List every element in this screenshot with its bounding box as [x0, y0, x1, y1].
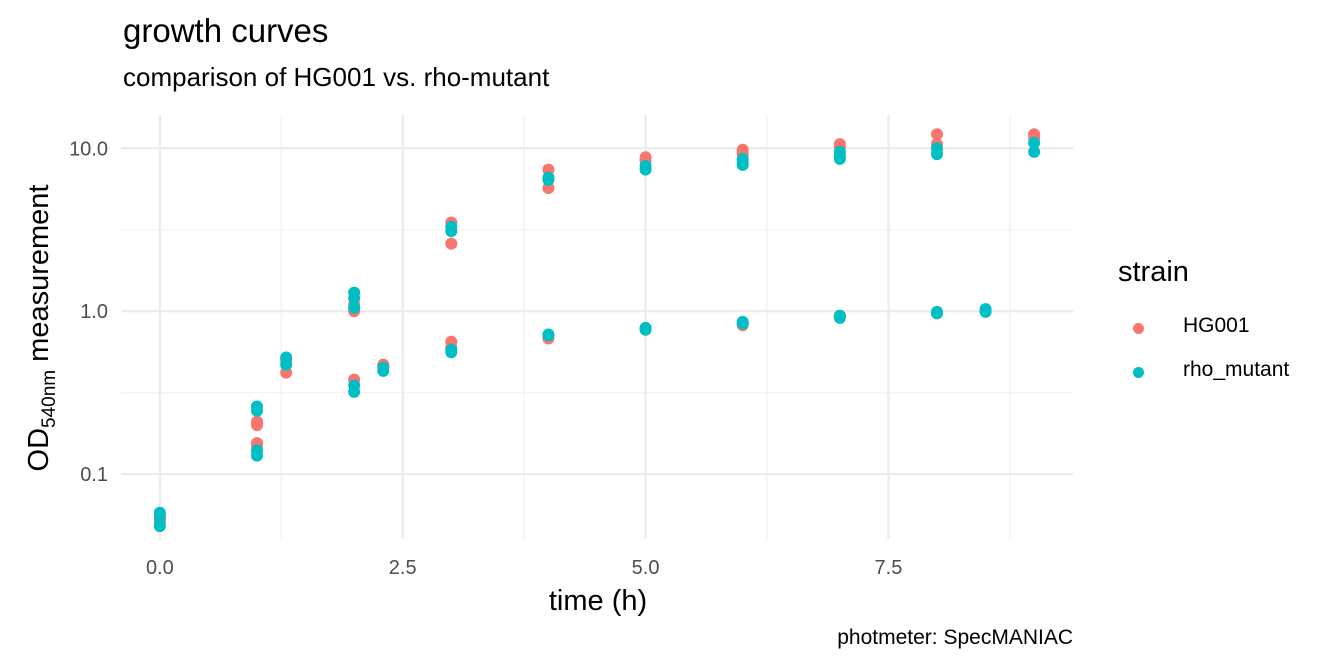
data-point-rho-mutant — [931, 148, 943, 161]
data-point-rho-mutant — [1028, 136, 1041, 149]
data-point-rho-mutant — [377, 364, 390, 377]
data-point-rho-mutant — [833, 152, 846, 165]
data-point-rho-mutant — [639, 323, 652, 336]
y-axis-label-main: OD — [23, 427, 56, 472]
data-point-rho-mutant — [542, 329, 555, 342]
data-point-rho-mutant — [833, 311, 846, 324]
legend-title: strain — [1118, 256, 1189, 288]
y-axis-label-subscript: 540nm — [38, 369, 60, 428]
legend-dot-hg001 — [1133, 322, 1144, 334]
major-gridlines — [121, 115, 1073, 539]
data-point-rho-mutant — [348, 385, 361, 398]
y-tick-label: 10.0 — [69, 138, 108, 160]
axis-ticks: 0.0 2.5 5.0 7.5 0.1 1.0 10.0 — [69, 138, 902, 579]
data-point-hg001 — [931, 128, 943, 141]
legend-label-hg001: HG001 — [1183, 314, 1250, 337]
x-tick-label: 0.0 — [146, 557, 174, 579]
data-point-hg001 — [445, 237, 458, 250]
data-point-rho-mutant — [445, 225, 458, 238]
y-axis-label: OD540nm measurement — [23, 185, 61, 472]
data-point-rho-mutant — [348, 301, 361, 314]
legend-label-rho-mutant: rho_mutant — [1183, 358, 1290, 381]
x-axis-label: time (h) — [548, 585, 648, 617]
data-point-rho-mutant — [153, 511, 166, 524]
data-point-rho-mutant — [736, 158, 749, 171]
data-point-rho-mutant — [1028, 145, 1041, 158]
data-point-rho-mutant — [639, 163, 652, 176]
data-point-hg001 — [542, 182, 555, 195]
x-tick-label: 5.0 — [632, 557, 660, 579]
chart-subtitle: comparison of HG001 vs. rho-mutant — [123, 62, 550, 92]
data-point-rho-mutant — [736, 317, 749, 330]
legend-key-rho-mutant — [1133, 357, 1144, 387]
data-point-rho-mutant — [280, 358, 293, 371]
data-point-rho-mutant — [153, 520, 166, 533]
legend-dot-rho-mutant — [1133, 366, 1144, 378]
y-tick-label: 1.0 — [80, 301, 108, 323]
y-axis-label-rest: measurement — [23, 184, 56, 370]
data-point-rho-mutant — [251, 449, 263, 462]
x-tick-label: 7.5 — [875, 557, 903, 579]
data-point-rho-mutant — [445, 346, 458, 359]
data-point-rho-mutant — [931, 307, 943, 320]
data-point-rho-mutant — [979, 305, 992, 318]
x-tick-label: 2.5 — [389, 557, 417, 579]
chart-title: growth curves — [123, 12, 329, 49]
legend-key-hg001 — [1133, 313, 1144, 343]
y-tick-label: 0.1 — [80, 464, 108, 486]
data-point-rho-mutant — [251, 404, 263, 417]
data-point-hg001 — [251, 419, 263, 432]
chart-caption: photmeter: SpecMANIAC — [837, 626, 1073, 649]
data-point-rho-mutant — [542, 173, 555, 186]
data-point-rho-mutant — [348, 292, 361, 305]
data-points — [153, 128, 1041, 533]
minor-gridlines — [121, 115, 1073, 539]
